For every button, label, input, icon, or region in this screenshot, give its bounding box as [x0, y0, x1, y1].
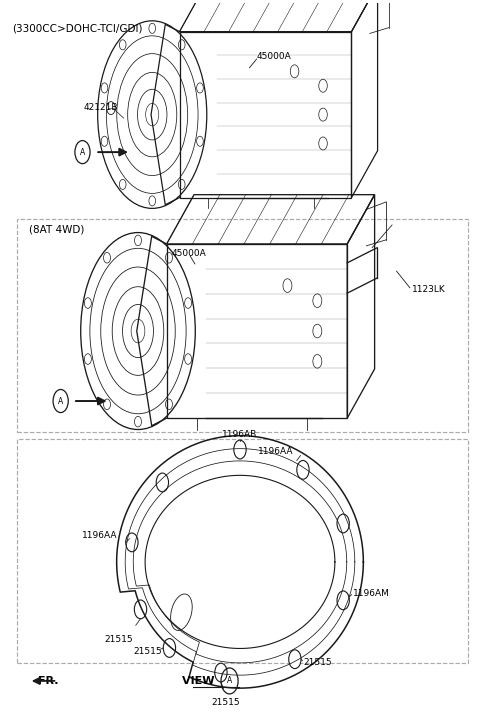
Text: VIEW: VIEW: [182, 676, 219, 686]
Circle shape: [185, 298, 192, 308]
Circle shape: [234, 440, 246, 459]
Text: 21515: 21515: [134, 647, 162, 656]
Circle shape: [104, 252, 110, 263]
Circle shape: [197, 136, 204, 146]
Text: 1196AM: 1196AM: [353, 589, 390, 598]
Text: FR.: FR.: [38, 676, 59, 686]
Circle shape: [313, 355, 322, 368]
Text: (3300CC>DOHC-TCI/GDI): (3300CC>DOHC-TCI/GDI): [12, 23, 143, 33]
Text: 1196AA: 1196AA: [258, 447, 293, 457]
Circle shape: [84, 298, 91, 308]
Circle shape: [149, 196, 156, 206]
Circle shape: [107, 102, 115, 115]
Text: 1196AB: 1196AB: [222, 430, 258, 439]
Circle shape: [134, 600, 147, 619]
Text: 1123LK: 1123LK: [412, 286, 445, 294]
Text: 45000A: 45000A: [171, 249, 206, 258]
Circle shape: [313, 324, 322, 338]
Text: 21515: 21515: [303, 659, 332, 667]
Circle shape: [297, 460, 309, 479]
Circle shape: [101, 83, 108, 93]
Circle shape: [134, 417, 142, 427]
Circle shape: [179, 40, 185, 50]
Circle shape: [337, 591, 349, 610]
Circle shape: [120, 40, 126, 50]
Circle shape: [134, 235, 142, 246]
Circle shape: [185, 354, 192, 364]
Text: 21515: 21515: [211, 698, 240, 707]
Circle shape: [337, 514, 349, 533]
Circle shape: [120, 180, 126, 190]
Circle shape: [166, 399, 172, 409]
Text: A: A: [80, 148, 85, 156]
Bar: [17, 439, 468, 663]
Circle shape: [101, 136, 108, 146]
Text: (8AT 4WD): (8AT 4WD): [29, 225, 84, 234]
Circle shape: [156, 473, 168, 492]
Circle shape: [197, 83, 204, 93]
Text: 21515: 21515: [105, 635, 133, 643]
Circle shape: [319, 108, 327, 121]
Circle shape: [290, 65, 299, 78]
Circle shape: [319, 79, 327, 92]
Circle shape: [104, 399, 110, 409]
Circle shape: [313, 294, 322, 308]
Text: 45000A: 45000A: [257, 52, 291, 61]
Circle shape: [84, 354, 91, 364]
Circle shape: [289, 650, 301, 669]
Circle shape: [126, 533, 138, 552]
Circle shape: [163, 638, 176, 657]
Bar: [17, 220, 468, 432]
Text: A: A: [58, 396, 63, 406]
Text: A: A: [227, 676, 232, 686]
Circle shape: [283, 278, 292, 292]
Circle shape: [319, 137, 327, 150]
Circle shape: [149, 23, 156, 33]
Circle shape: [166, 252, 172, 263]
Circle shape: [215, 663, 227, 682]
Text: 42121B: 42121B: [84, 103, 118, 112]
Circle shape: [179, 180, 185, 190]
Text: 1196AA: 1196AA: [82, 531, 118, 539]
